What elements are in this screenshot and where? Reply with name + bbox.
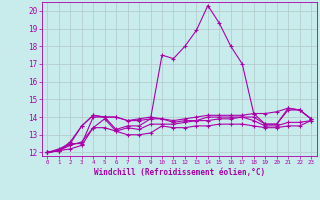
X-axis label: Windchill (Refroidissement éolien,°C): Windchill (Refroidissement éolien,°C) [94,168,265,177]
